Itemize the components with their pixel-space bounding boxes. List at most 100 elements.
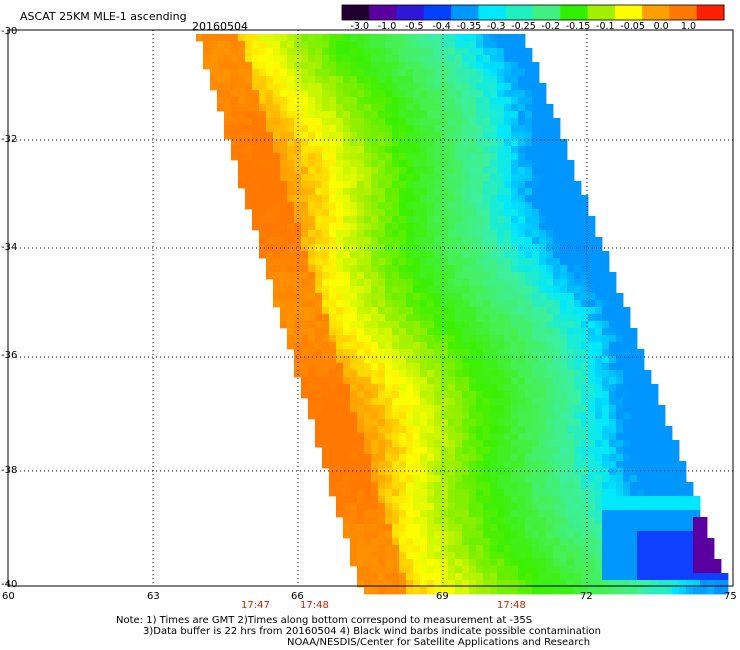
swath-cell bbox=[406, 41, 414, 49]
swath-cell bbox=[308, 167, 316, 175]
swath-cell bbox=[448, 461, 456, 469]
swath-cell bbox=[336, 188, 344, 196]
swath-cell bbox=[595, 531, 603, 539]
swath-cell bbox=[385, 349, 393, 357]
swath-cell bbox=[560, 447, 568, 455]
swath-cell bbox=[567, 503, 575, 511]
swath-cell bbox=[308, 356, 316, 364]
swath-cell bbox=[455, 104, 463, 112]
swath-cell bbox=[483, 573, 491, 581]
swath-cell bbox=[406, 258, 414, 266]
swath-cell bbox=[301, 391, 309, 399]
swath-cell bbox=[406, 209, 414, 217]
swath-cell bbox=[588, 580, 596, 588]
swath-cell bbox=[371, 258, 379, 266]
swath-cell bbox=[259, 244, 267, 252]
swath-cell bbox=[588, 258, 596, 266]
swath-cell bbox=[518, 55, 526, 63]
swath-cell bbox=[588, 559, 596, 567]
swath-cell bbox=[539, 167, 547, 175]
swath-cell bbox=[658, 545, 666, 553]
swath-cell bbox=[539, 475, 547, 483]
swath-cell bbox=[539, 517, 547, 525]
swath-cell bbox=[532, 132, 540, 140]
swath-cell bbox=[539, 552, 547, 560]
swath-cell bbox=[294, 209, 302, 217]
swath-cell bbox=[287, 321, 295, 329]
swath-cell bbox=[378, 510, 386, 518]
swath-cell bbox=[434, 118, 442, 126]
swath-cell bbox=[560, 174, 568, 182]
swath-cell bbox=[357, 90, 365, 98]
swath-cell bbox=[392, 538, 400, 546]
swath-cell bbox=[560, 566, 568, 574]
swath-cell bbox=[476, 174, 484, 182]
swath-cell bbox=[504, 573, 512, 581]
swath-cell bbox=[434, 524, 442, 532]
swath-cell bbox=[469, 153, 477, 161]
swath-cell bbox=[588, 237, 596, 245]
swath-cell bbox=[490, 118, 498, 126]
swath-cell bbox=[483, 34, 491, 42]
swath-cell bbox=[448, 349, 456, 357]
swath-cell bbox=[518, 188, 526, 196]
swath-cell bbox=[518, 286, 526, 294]
swath-cell bbox=[483, 384, 491, 392]
swath-cell bbox=[357, 174, 365, 182]
swath-cell bbox=[595, 433, 603, 441]
swath-cell bbox=[539, 293, 547, 301]
swath-cell bbox=[693, 531, 701, 539]
swath-cell bbox=[700, 545, 708, 553]
swath-cell bbox=[462, 482, 470, 490]
swath-cell bbox=[315, 328, 323, 336]
swath-cell bbox=[588, 244, 596, 252]
swath-cell bbox=[399, 384, 407, 392]
swath-cell bbox=[392, 545, 400, 553]
swath-cell bbox=[280, 300, 288, 308]
swath-cell bbox=[385, 440, 393, 448]
swath-cell bbox=[441, 293, 449, 301]
swath-cell bbox=[252, 209, 260, 217]
swath-cell bbox=[448, 293, 456, 301]
swath-cell bbox=[280, 125, 288, 133]
swath-cell bbox=[672, 559, 680, 567]
swath-cell bbox=[511, 398, 519, 406]
swath-cell bbox=[441, 321, 449, 329]
swath-cell bbox=[490, 244, 498, 252]
swath-cell bbox=[392, 426, 400, 434]
swath-cell bbox=[364, 433, 372, 441]
swath-cell bbox=[560, 356, 568, 364]
swath-cell bbox=[329, 237, 337, 245]
swath-cell bbox=[483, 97, 491, 105]
swath-cell bbox=[392, 419, 400, 427]
swath-cell bbox=[560, 538, 568, 546]
swath-cell bbox=[497, 433, 505, 441]
swath-cell bbox=[553, 538, 561, 546]
swath-cell bbox=[434, 356, 442, 364]
swath-cell bbox=[490, 181, 498, 189]
swath-cell bbox=[427, 118, 435, 126]
swath-cell bbox=[378, 279, 386, 287]
swath-cell bbox=[273, 125, 281, 133]
swath-cell bbox=[406, 244, 414, 252]
swath-cell bbox=[700, 538, 708, 546]
swath-cell bbox=[602, 349, 610, 357]
swath-cell bbox=[273, 209, 281, 217]
swath-cell bbox=[238, 48, 246, 56]
swath-cell bbox=[546, 258, 554, 266]
swath-cell bbox=[448, 174, 456, 182]
swath-cell bbox=[322, 363, 330, 371]
swath-cell bbox=[448, 405, 456, 413]
swath-cell bbox=[371, 398, 379, 406]
swath-cell bbox=[546, 223, 554, 231]
swath-cell bbox=[308, 76, 316, 84]
swath-cell bbox=[294, 146, 302, 154]
colorbar-swatch bbox=[614, 5, 643, 20]
swath-cell bbox=[686, 552, 694, 560]
swath-cell bbox=[483, 454, 491, 462]
swath-cell bbox=[581, 300, 589, 308]
swath-cell bbox=[490, 69, 498, 77]
swath-cell bbox=[630, 384, 638, 392]
swath-cell bbox=[700, 552, 708, 560]
swath-cell bbox=[287, 55, 295, 63]
